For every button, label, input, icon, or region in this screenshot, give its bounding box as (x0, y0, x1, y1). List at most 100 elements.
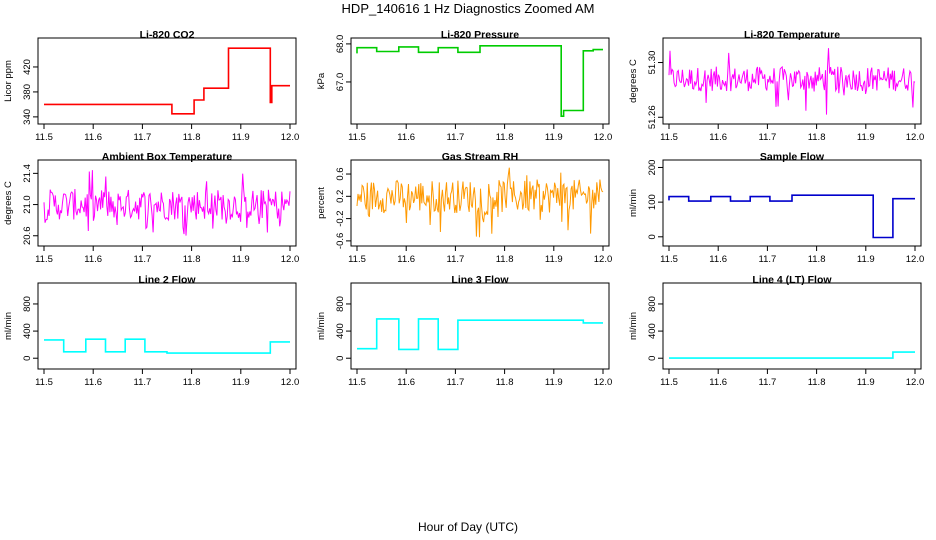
x-tick-label: 11.8 (183, 377, 201, 388)
y-axis-label: ml/min (628, 189, 639, 217)
x-tick-label: 11.8 (496, 254, 514, 265)
x-tick-label: 11.8 (496, 377, 514, 388)
y-tick-label: 800 (647, 296, 658, 312)
y-tick-label: 68.0 (335, 35, 346, 54)
series-line (357, 318, 603, 351)
x-tick-label: 11.5 (35, 254, 53, 265)
x-tick-label: 11.7 (759, 132, 777, 143)
y-tick-label: 51.26 (647, 105, 658, 129)
y-axis-label: ml/min (3, 312, 14, 340)
y-tick-label: 0 (647, 234, 658, 239)
x-tick-label: 11.6 (397, 377, 415, 388)
chart-panel: Ambient Box Temperature 11.5 11.6 11.7 11.8 1… (3, 151, 299, 265)
panel-title: Sample Flow (760, 151, 825, 163)
y-tick-label: -0.6 (335, 233, 346, 249)
y-axis-label: kPa (316, 72, 327, 89)
x-tick-label: 11.6 (709, 132, 727, 143)
x-tick-label: 11.9 (857, 377, 875, 388)
x-tick-label: 12.0 (906, 377, 925, 388)
x-tick-label: 11.5 (348, 132, 366, 143)
panel-title: Ambient Box Temperature (102, 151, 233, 163)
x-tick-label: 12.0 (906, 254, 925, 265)
x-tick-label: 11.6 (709, 254, 727, 265)
x-tick-label: 11.7 (134, 132, 152, 143)
x-tick-label: 12.0 (281, 132, 300, 143)
panel-title: Li-820 Temperature (744, 29, 840, 41)
y-tick-label: -0.2 (335, 210, 346, 226)
plot-frame (350, 37, 610, 125)
chart-panel: Line 3 Flow 11.5 11.6 11.7 11.8 11.9 12.0 0 400 8… (316, 274, 612, 388)
x-tick-label: 11.6 (84, 254, 102, 265)
y-axis-label: percent (316, 187, 327, 219)
x-tick-label: 11.5 (660, 132, 678, 143)
panel-title: Line 3 Flow (451, 274, 509, 286)
x-tick-label: 11.9 (232, 132, 250, 143)
x-tick-label: 12.0 (906, 132, 925, 143)
x-tick-label: 11.5 (35, 377, 53, 388)
x-tick-label: 11.9 (545, 132, 563, 143)
x-tick-label: 11.9 (232, 377, 250, 388)
x-tick-label: 11.9 (857, 132, 875, 143)
plot-frame (350, 159, 610, 247)
y-tick-label: 0.2 (335, 190, 346, 203)
x-tick-label: 12.0 (594, 377, 613, 388)
plot-frame (37, 37, 297, 125)
x-tick-label: 11.8 (808, 132, 826, 143)
y-axis-label: degrees C (3, 181, 14, 225)
series-line (668, 48, 916, 115)
x-tick-label: 11.6 (84, 132, 102, 143)
y-tick-label: 100 (647, 194, 658, 210)
y-tick-label: 20.6 (22, 227, 33, 246)
x-tick-label: 12.0 (281, 377, 300, 388)
plot-frame (350, 282, 610, 370)
x-tick-label: 11.6 (709, 377, 727, 388)
x-tick-label: 11.5 (660, 377, 678, 388)
x-tick-label: 11.7 (134, 377, 152, 388)
y-tick-label: 21.0 (22, 195, 33, 214)
x-tick-label: 11.9 (545, 377, 563, 388)
chart-panel: Line 2 Flow 11.5 11.6 11.7 11.8 11.9 12.0 0 400 8… (3, 274, 299, 388)
x-tick-label: 11.7 (134, 254, 152, 265)
chart-panel: Li-820 Pressure 11.5 11.6 11.7 11.8 11.9 12.0 6… (316, 29, 612, 143)
y-tick-label: 400 (647, 323, 658, 339)
chart-panel: Gas Stream RH 11.5 11.6 11.7 11.8 11.9 12.0 -0.… (316, 151, 612, 265)
y-tick-label: 340 (22, 109, 33, 125)
x-tick-label: 11.9 (857, 254, 875, 265)
x-tick-label: 12.0 (594, 254, 613, 265)
series-line (668, 194, 915, 239)
series-line (669, 351, 915, 359)
x-tick-label: 11.5 (348, 377, 366, 388)
x-tick-label: 11.7 (759, 254, 777, 265)
panel-title: Line 4 (LT) Flow (752, 274, 832, 286)
x-tick-label: 11.6 (397, 254, 415, 265)
x-tick-label: 11.5 (35, 132, 53, 143)
plot-frame (662, 159, 922, 247)
y-axis-label: degrees C (628, 59, 639, 103)
figure-xlabel: Hour of Day (UTC) (418, 520, 518, 534)
x-tick-label: 11.5 (348, 254, 366, 265)
x-tick-label: 11.7 (447, 254, 465, 265)
y-tick-label: 67.0 (335, 73, 346, 92)
x-tick-label: 11.7 (447, 377, 465, 388)
x-tick-label: 11.6 (397, 132, 415, 143)
y-tick-label: 51.30 (647, 51, 658, 75)
x-tick-label: 11.8 (183, 254, 201, 265)
plot-frame (662, 282, 922, 370)
y-tick-label: 800 (335, 296, 346, 312)
x-tick-label: 12.0 (281, 254, 300, 265)
series-line (356, 44, 603, 117)
y-tick-label: 0 (335, 356, 346, 361)
x-tick-label: 11.9 (545, 254, 563, 265)
x-tick-label: 11.7 (447, 132, 465, 143)
y-axis-label: Licor ppm (3, 60, 14, 102)
x-tick-label: 11.6 (84, 377, 102, 388)
plot-frame (662, 37, 922, 125)
series-line (43, 170, 291, 236)
y-tick-label: 21.4 (22, 164, 33, 183)
series-line (44, 47, 290, 115)
x-tick-label: 11.8 (808, 254, 826, 265)
x-tick-label: 12.0 (594, 132, 613, 143)
panel-title: Gas Stream RH (442, 151, 518, 163)
x-tick-label: 11.8 (183, 132, 201, 143)
